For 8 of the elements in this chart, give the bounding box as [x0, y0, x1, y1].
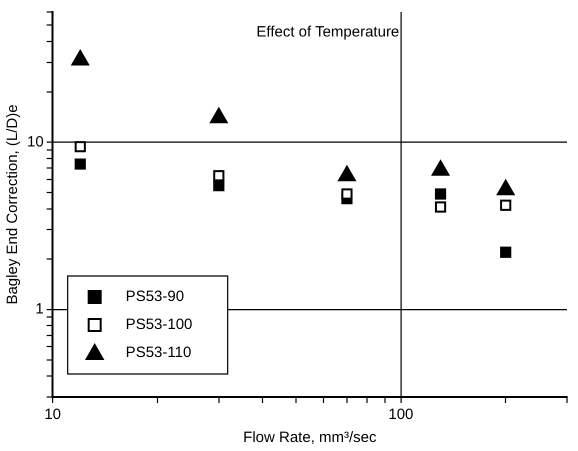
y-axis-title: Bagley End Correction, (L/D)e — [4, 104, 22, 305]
legend-label: PS53-110 — [126, 344, 192, 362]
x-axis-title: Flow Rate, mm³/sec — [243, 429, 378, 446]
x-tick-label: 100 — [388, 406, 414, 424]
legend-label: PS53-100 — [126, 316, 192, 334]
y-tick-label: 1 — [35, 300, 44, 318]
text: Effect of Temperature — [256, 24, 400, 41]
legend-label: PS53-90 — [126, 288, 184, 306]
